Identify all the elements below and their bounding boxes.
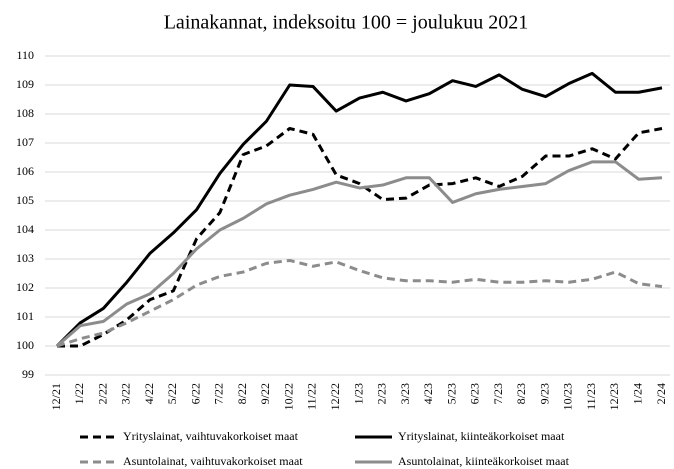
series-line [56, 160, 663, 348]
x-tick-label: 12/21 [49, 383, 63, 410]
legend-label: Asuntolainat, vaihtuvakorkoiset maat [123, 454, 303, 468]
y-tick-label: 103 [16, 251, 34, 265]
y-tick-label: 104 [16, 222, 34, 236]
legend-label: Asuntolainat, kiinteäkorkoiset maat [398, 454, 570, 468]
x-tick-label: 3/23 [398, 383, 412, 404]
x-tick-label: 12/22 [328, 383, 342, 410]
x-tick-label: 7/23 [491, 383, 505, 404]
y-tick-label: 101 [16, 309, 34, 323]
x-tick-label: 8/22 [235, 383, 249, 404]
x-tick-label: 1/24 [630, 383, 644, 404]
x-tick-label: 11/23 [584, 383, 598, 410]
y-tick-label: 109 [16, 77, 34, 91]
x-tick-label: 2/23 [375, 383, 389, 404]
series-line [56, 258, 663, 348]
x-tick-label: 8/23 [514, 383, 528, 404]
y-tick-label: 105 [16, 193, 34, 207]
x-tick-label: 7/22 [212, 383, 226, 404]
x-tick-label: 5/22 [165, 383, 179, 404]
y-tick-label: 110 [16, 48, 34, 62]
x-tick-label: 9/23 [537, 383, 551, 404]
x-tick-label: 2/24 [654, 383, 668, 404]
x-tick-label: 12/23 [607, 383, 621, 410]
legend-label: Yrityslainat, kiinteäkorkoiset maat [398, 429, 565, 443]
series-line [57, 127, 663, 348]
x-tick-label: 2/22 [95, 383, 109, 404]
x-tick-label: 5/23 [444, 383, 458, 404]
x-tick-label: 4/22 [142, 383, 156, 404]
x-tick-label: 1/22 [72, 383, 86, 404]
y-tick-label: 108 [16, 106, 34, 120]
x-tick-label: 6/22 [188, 383, 202, 404]
x-tick-label: 11/22 [305, 383, 319, 410]
x-tick-label: 3/22 [119, 383, 133, 404]
series-line [55, 71, 663, 348]
x-tick-label: 10/23 [561, 383, 575, 410]
x-tick-label: 4/23 [421, 383, 435, 404]
y-tick-label: 107 [16, 135, 34, 149]
y-tick-label: 99 [22, 367, 34, 381]
y-tick-label: 100 [16, 338, 34, 352]
x-tick-label: 6/23 [468, 383, 482, 404]
y-tick-label: 102 [16, 280, 34, 294]
x-tick-label: 10/22 [281, 383, 295, 410]
x-tick-label: 1/23 [351, 383, 365, 404]
y-tick-label: 106 [16, 164, 34, 178]
x-tick-label: 9/22 [258, 383, 272, 404]
chart-title: Lainakannat, indeksoitu 100 = joulukuu 2… [164, 12, 529, 34]
legend-label: Yrityslainat, vaihtuvakorkoiset maat [123, 429, 299, 443]
